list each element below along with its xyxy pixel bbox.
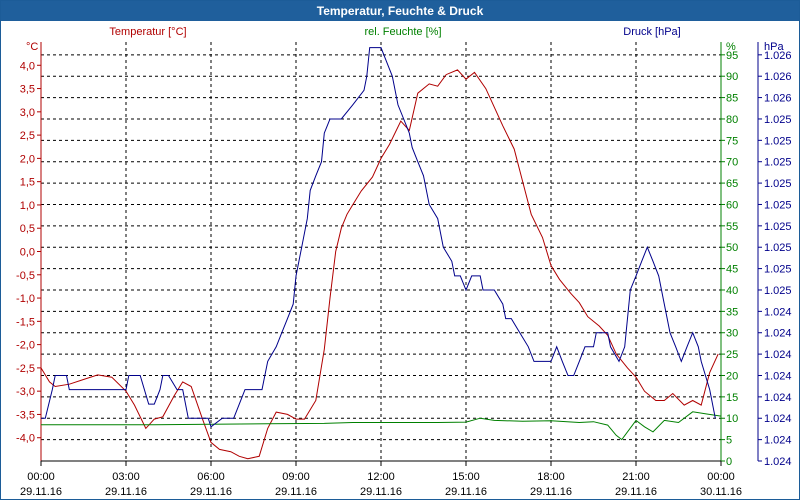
humidity-tick-label: 10 <box>726 413 738 425</box>
pressure-tick-label: 1.024 <box>764 392 792 404</box>
humidity-tick-label: 20 <box>726 370 738 382</box>
x-tick-date: 29.11.16 <box>445 486 487 498</box>
temperature-tick-label: -2,5 <box>16 363 35 375</box>
humidity-tick-label: 5 <box>726 435 732 447</box>
x-tick-date: 29.11.16 <box>20 486 62 498</box>
temperature-tick-label: -3,0 <box>16 386 35 398</box>
x-tick-time: 12:00 <box>367 471 395 483</box>
pressure-tick-label: 1.025 <box>764 285 792 297</box>
x-tick-date: 29.11.16 <box>615 486 657 498</box>
temperature-tick-label: 3,5 <box>20 84 35 96</box>
temperature-tick-label: 2,5 <box>20 130 35 142</box>
pressure-tick-label: 1.024 <box>764 413 792 425</box>
humidity-tick-label: 50 <box>726 242 738 254</box>
humidity-tick-label: 35 <box>726 306 738 318</box>
humidity-tick-label: 60 <box>726 199 738 211</box>
temperature-tick-label: -1,5 <box>16 316 35 328</box>
pressure-tick-label: 1.025 <box>764 157 792 169</box>
humidity-tick-label: 30 <box>726 328 738 340</box>
temperature-tick-label: 3,0 <box>20 107 35 119</box>
temperature-tick-label: 0,5 <box>20 223 35 235</box>
humidity-tick-label: 65 <box>726 178 738 190</box>
temperature-tick-label: 0,0 <box>20 247 35 259</box>
humidity-tick-label: 90 <box>726 71 738 83</box>
temperature-tick-label: -4,0 <box>16 433 35 445</box>
humidity-tick-label: 75 <box>726 135 738 147</box>
pressure-tick-label: 1.024 <box>764 370 792 382</box>
humidity-unit-label: % <box>726 41 736 53</box>
pressure-tick-label: 1.024 <box>764 306 792 318</box>
x-tick-date: 30.11.16 <box>700 486 742 498</box>
pressure-tick-label: 1.024 <box>764 328 792 340</box>
humidity-axis-title: rel. Feuchte [%] <box>364 26 441 38</box>
x-tick-date: 29.11.16 <box>360 486 402 498</box>
x-tick-time: 03:00 <box>112 471 140 483</box>
humidity-tick-label: 40 <box>726 285 738 297</box>
humidity-tick-label: 45 <box>726 264 738 276</box>
x-tick-date: 29.11.16 <box>530 486 572 498</box>
pressure-tick-label: 1.025 <box>764 264 792 276</box>
series-line-humidity <box>41 411 722 441</box>
humidity-tick-label: 55 <box>726 221 738 233</box>
temperature-axis-title: Temperatur [°C] <box>109 26 186 38</box>
x-tick-date: 29.11.16 <box>190 486 232 498</box>
pressure-tick-label: 1.026 <box>764 50 792 62</box>
x-tick-time: 00:00 <box>707 471 735 483</box>
temperature-tick-label: 4,0 <box>20 60 35 72</box>
x-tick-time: 09:00 <box>282 471 310 483</box>
pressure-axis-title: Druck [hPa] <box>623 26 680 38</box>
humidity-tick-label: 80 <box>726 114 738 126</box>
pressure-tick-label: 1.025 <box>764 114 792 126</box>
chart-title: Temperatur, Feuchte & Druck <box>1 1 799 21</box>
x-tick-time: 06:00 <box>197 471 225 483</box>
pressure-tick-label: 1.026 <box>764 93 792 105</box>
pressure-tick-label: 1.026 <box>764 71 792 83</box>
humidity-tick-label: 95 <box>726 50 738 62</box>
pressure-tick-label: 1.025 <box>764 199 792 211</box>
temperature-tick-label: -3,5 <box>16 409 35 421</box>
temperature-tick-label: 1,5 <box>20 177 35 189</box>
pressure-tick-label: 1.024 <box>764 435 792 447</box>
x-tick-time: 00:00 <box>27 471 55 483</box>
x-tick-time: 21:00 <box>622 471 650 483</box>
series-layer <box>40 47 722 460</box>
temperature-tick-label: 1,0 <box>20 200 35 212</box>
pressure-tick-label: 1.024 <box>764 456 792 468</box>
pressure-tick-label: 1.025 <box>764 135 792 147</box>
pressure-tick-label: 1.025 <box>764 178 792 190</box>
humidity-tick-label: 85 <box>726 93 738 105</box>
x-tick-time: 18:00 <box>537 471 565 483</box>
x-tick-date: 29.11.16 <box>105 486 147 498</box>
pressure-unit-label: hPa <box>764 41 784 53</box>
pressure-tick-label: 1.025 <box>764 221 792 233</box>
temperature-tick-label: -2,0 <box>16 340 35 352</box>
grid <box>41 42 721 461</box>
humidity-tick-label: 70 <box>726 157 738 169</box>
series-line-pressure <box>41 47 716 428</box>
tick-layer: 4,0 3,5 3,0 2,5 2,0 1,5 1,0 0,5 0,0 -0,5 -1,0 -1,5 -… <box>16 50 792 498</box>
temperature-tick-label: -0,5 <box>16 270 35 282</box>
temperature-unit-label: °C <box>26 41 38 53</box>
temperature-tick-label: -1,0 <box>16 293 35 305</box>
x-tick-date: 29.11.16 <box>275 486 317 498</box>
temperature-tick-label: 2,0 <box>20 153 35 165</box>
pressure-tick-label: 1.025 <box>764 242 792 254</box>
pressure-tick-label: 1.024 <box>764 349 792 361</box>
x-tick-time: 15:00 <box>452 471 480 483</box>
humidity-tick-label: 15 <box>726 392 738 404</box>
humidity-tick-label: 25 <box>726 349 738 361</box>
humidity-tick-label: 0 <box>726 456 732 468</box>
series-line-temperature <box>40 69 719 460</box>
axes <box>40 42 759 462</box>
